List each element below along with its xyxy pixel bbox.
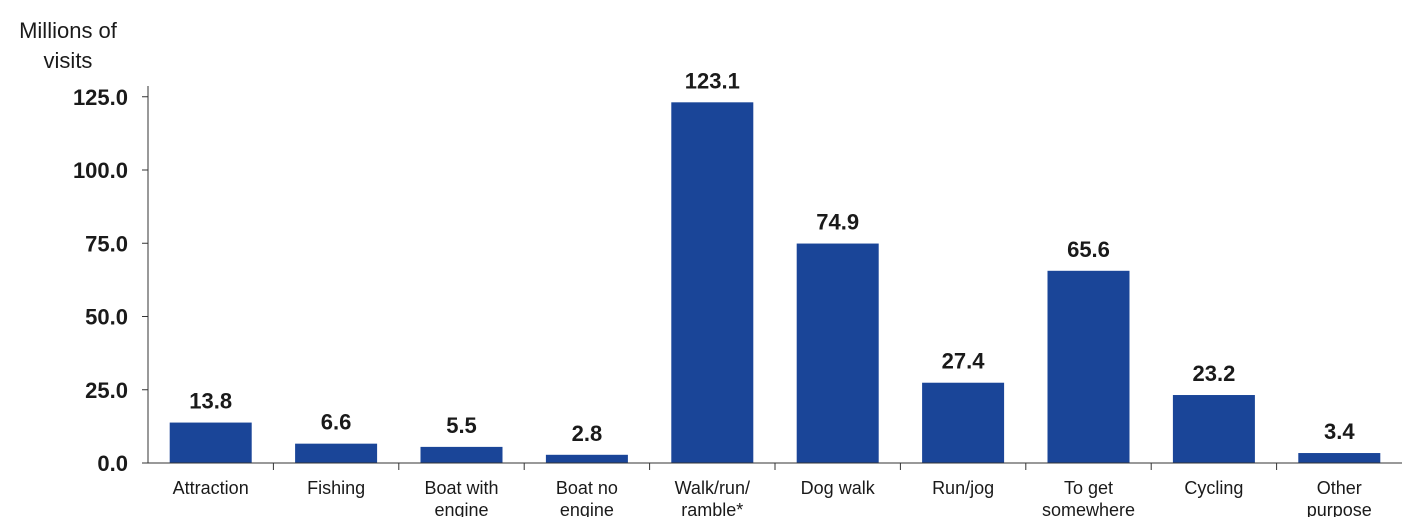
y-tick-label: 0.0 bbox=[97, 451, 128, 476]
bar bbox=[169, 422, 252, 463]
y-tick-label: 50.0 bbox=[85, 305, 128, 330]
data-label: 13.8 bbox=[189, 389, 232, 414]
y-axis-title-line: visits bbox=[44, 48, 93, 73]
data-label: 65.6 bbox=[1067, 237, 1110, 262]
data-label: 123.1 bbox=[685, 68, 740, 93]
bars bbox=[169, 102, 1381, 463]
x-tick-label: purpose bbox=[1307, 500, 1372, 517]
bar bbox=[420, 446, 503, 463]
data-labels: 13.8 6.6 5.5 2.8 123.1 74.9 27.4 65.6 23.2 3.4 bbox=[189, 68, 1355, 445]
y-axis-title: Millions of visits bbox=[19, 18, 118, 73]
data-label: 6.6 bbox=[321, 410, 352, 435]
x-tick-label: To get bbox=[1064, 478, 1113, 498]
data-label: 74.9 bbox=[816, 210, 859, 235]
data-label: 3.4 bbox=[1324, 419, 1355, 444]
y-axis-title-line: Millions of bbox=[19, 18, 118, 43]
x-tick-label: Run/jog bbox=[932, 478, 994, 498]
bar bbox=[1298, 453, 1381, 463]
y-axis-ticks: 0.0 25.0 50.0 75.0 100.0 125.0 bbox=[73, 85, 128, 476]
bar bbox=[1047, 270, 1130, 463]
x-tick-label: engine bbox=[434, 500, 488, 517]
x-tick-label: Walk/run/ bbox=[675, 478, 750, 498]
x-tick-label: Fishing bbox=[307, 478, 365, 498]
axes bbox=[142, 86, 1402, 470]
bar bbox=[1172, 395, 1255, 463]
x-tick-label: ramble* bbox=[681, 500, 743, 517]
x-tick-label: Boat no bbox=[556, 478, 618, 498]
x-tick-label: Boat with bbox=[424, 478, 498, 498]
x-axis-ticks: Attraction Fishing Boat with engine Boat no e… bbox=[173, 478, 1372, 517]
data-label: 27.4 bbox=[942, 349, 986, 374]
bar bbox=[922, 382, 1005, 463]
y-tick-label: 25.0 bbox=[85, 378, 128, 403]
bar bbox=[545, 454, 628, 463]
x-tick-label: Dog walk bbox=[801, 478, 876, 498]
x-tick-label: Attraction bbox=[173, 478, 249, 498]
bar bbox=[295, 443, 378, 463]
bar bbox=[671, 102, 754, 463]
x-tick-label: somewhere bbox=[1042, 500, 1135, 517]
data-label: 23.2 bbox=[1192, 361, 1235, 386]
x-tick-label: Cycling bbox=[1184, 478, 1243, 498]
y-tick-label: 125.0 bbox=[73, 85, 128, 110]
y-tick-label: 75.0 bbox=[85, 231, 128, 256]
data-label: 5.5 bbox=[446, 413, 477, 438]
x-tick-label: engine bbox=[560, 500, 614, 517]
y-tick-label: 100.0 bbox=[73, 158, 128, 183]
data-label: 2.8 bbox=[572, 421, 603, 446]
bar bbox=[796, 243, 879, 463]
x-tick-label: Other bbox=[1317, 478, 1362, 498]
